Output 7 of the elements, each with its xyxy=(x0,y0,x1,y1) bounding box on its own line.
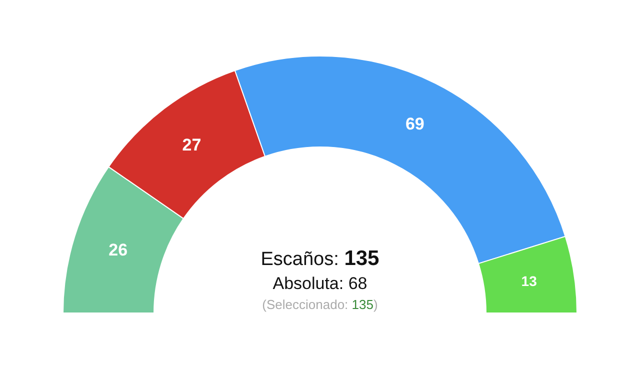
data-label: 27 xyxy=(182,135,202,154)
data-label: 13 xyxy=(521,273,538,290)
data-label: 69 xyxy=(405,114,424,134)
data-label: 26 xyxy=(108,240,128,260)
text: Escaños: 135 xyxy=(260,247,380,270)
text: Absoluta: 68 xyxy=(272,274,368,293)
text: (Seleccionado: 135) xyxy=(262,297,378,312)
